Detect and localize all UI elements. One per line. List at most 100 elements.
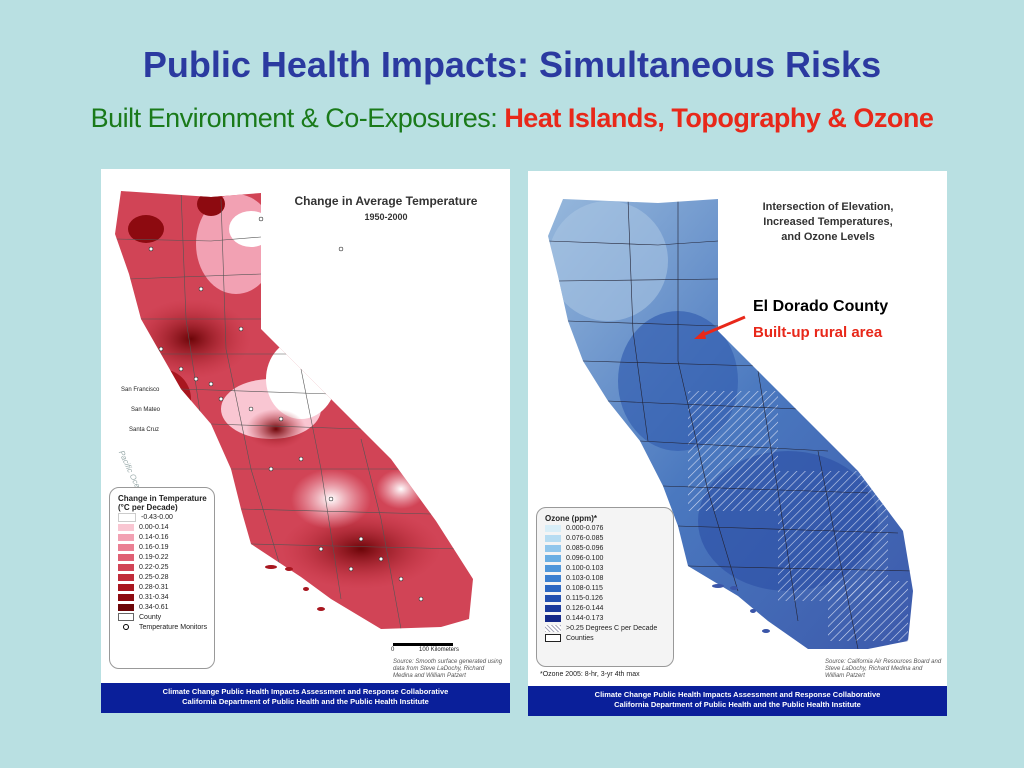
temperature-legend-row: 0.25-0.28	[118, 572, 214, 582]
ozone-county-borders	[548, 199, 913, 649]
ozone-legend-row: 0.100-0.103	[545, 563, 673, 573]
monitor-swatch	[118, 623, 134, 631]
ozone-legend-row: 0.096-0.100	[545, 553, 673, 563]
ozone-map-panel: Intersection of Elevation, Increased Tem…	[528, 171, 947, 716]
right-footer-line1: Climate Change Public Health Impacts Ass…	[594, 690, 881, 699]
el-dorado-arrow	[694, 315, 746, 339]
el-dorado-description: Built-up rural area	[753, 324, 883, 341]
temperature-monitors	[148, 216, 424, 602]
arrow-shaft	[699, 315, 746, 338]
legend-county-label: County	[139, 613, 162, 621]
temperature-legend: Change in Temperature (°C per Decade) -0…	[109, 487, 215, 669]
ozone-legend-row: 0.126-0.144	[545, 603, 673, 613]
temperature-legend-label: 0.28-0.31	[139, 583, 169, 591]
ozone-legend-swatch	[545, 574, 561, 582]
ozone-legend-label: 0.096-0.100	[566, 554, 604, 562]
county-borders	[115, 191, 462, 629]
ozone-legend-label: 0.076-0.085	[566, 534, 604, 542]
legend-county-row: County	[118, 612, 214, 622]
temperature-legend-swatch	[118, 573, 134, 581]
ozone-legend-label: 0.085-0.096	[566, 544, 604, 552]
ozone-legend: Ozone (ppm)* 0.000-0.076 0.076-0.085 0.085…	[536, 507, 674, 667]
legend-hatch-row: >0.25 Degrees C per Decade	[545, 623, 673, 633]
ozone-legend-row: 0.144-0.173	[545, 613, 673, 623]
temperature-legend-label: 0.34-0.61	[139, 603, 169, 611]
left-footer: Climate Change Public Health Impacts Ass…	[101, 683, 510, 713]
slide-subtitle: Built Environment & Co-Exposures: Heat I…	[0, 103, 1024, 134]
ozone-legend-row: 0.108-0.115	[545, 583, 673, 593]
ozone-title-line3: and Ozone Levels	[781, 231, 875, 243]
ozone-title-line2: Increased Temperatures,	[763, 216, 893, 228]
temperature-legend-swatch	[118, 553, 134, 561]
arrow-head	[694, 330, 706, 339]
temperature-map-panel: Change in Average Temperature 1950-2000 …	[101, 169, 510, 713]
ozone-legend-row: 0.076-0.085	[545, 533, 673, 543]
ozone-legend-swatch	[545, 604, 561, 612]
ozone-footnote: *Ozone 2005: 8-hr, 3-yr 4th max	[540, 671, 640, 678]
legend-monitor-label: Temperature Monitors	[139, 623, 208, 631]
temperature-legend-title: Change in Temperature	[118, 494, 207, 503]
temperature-legend-label: 0.14-0.16	[139, 533, 169, 541]
ozone-legend-title: Ozone (ppm)*	[545, 514, 597, 523]
temperature-legend-label: 0.19-0.22	[139, 553, 169, 561]
temperature-legend-label: -0.43-0.00	[141, 513, 173, 521]
temperature-legend-row: 0.14-0.16	[118, 532, 214, 542]
legend-counties-label: Counties	[566, 634, 594, 642]
ozone-legend-row: 0.000-0.076	[545, 523, 673, 533]
ozone-legend-label: 0.103-0.108	[566, 574, 604, 582]
ozone-legend-swatch	[545, 614, 561, 622]
temperature-legend-swatch	[118, 563, 134, 571]
left-footer-line2: California Department of Public Health a…	[182, 697, 429, 706]
ozone-legend-label: 0.144-0.173	[566, 614, 604, 622]
temperature-legend-row: 0.16-0.19	[118, 542, 214, 552]
temperature-legend-label: 0.16-0.19	[139, 543, 169, 551]
right-footer-line2: California Department of Public Health a…	[614, 700, 861, 709]
subtitle-prefix: Built Environment & Co-Exposures:	[90, 103, 505, 133]
hatch-swatch	[545, 624, 561, 632]
temperature-legend-label: 0.25-0.28	[139, 573, 169, 581]
temperature-legend-row: 0.31-0.34	[118, 592, 214, 602]
temperature-map-years: 1950-2000	[364, 212, 408, 222]
scale-zero: 0	[391, 647, 395, 653]
legend-hatch-label: >0.25 Degrees C per Decade	[566, 624, 658, 632]
temperature-legend-swatch	[118, 593, 134, 601]
ozone-legend-row: 0.103-0.108	[545, 573, 673, 583]
counties-swatch	[545, 634, 561, 642]
temperature-legend-swatch	[118, 523, 134, 531]
ozone-legend-swatch	[545, 544, 561, 552]
scale-bar	[393, 643, 453, 646]
ozone-legend-swatch	[545, 564, 561, 572]
place-label-santa-cruz: Santa Cruz	[129, 427, 160, 433]
temperature-legend-swatch	[118, 583, 134, 591]
temperature-legend-row: 0.34-0.61	[118, 602, 214, 612]
channel-islands	[265, 565, 325, 611]
ozone-map-title: Intersection of Elevation, Increased Tem…	[728, 200, 928, 245]
legend-counties-row: Counties	[545, 633, 673, 643]
county-swatch	[118, 613, 134, 621]
ozone-legend-row: 0.085-0.096	[545, 543, 673, 553]
left-footer-line1: Climate Change Public Health Impacts Ass…	[162, 687, 449, 696]
ozone-legend-label: 0.108-0.115	[566, 584, 603, 592]
ozone-legend-swatch	[545, 584, 561, 592]
ozone-legend-swatch	[545, 594, 561, 602]
place-label-san-francisco: San Francisco	[121, 387, 160, 393]
ozone-legend-label: 0.100-0.103	[566, 564, 604, 572]
temperature-legend-row: 0.19-0.22	[118, 552, 214, 562]
temperature-legend-label: 0.31-0.34	[139, 593, 169, 601]
temperature-legend-row: 0.22-0.25	[118, 562, 214, 572]
ozone-legend-row: 0.115-0.126	[545, 593, 673, 603]
temperature-legend-row: 0.00-0.14	[118, 522, 214, 532]
temperature-legend-unit: (°C per Decade)	[118, 503, 178, 512]
el-dorado-label: El Dorado County	[753, 298, 889, 315]
ozone-legend-items: 0.000-0.076 0.076-0.085 0.085-0.096 0.096-0…	[545, 523, 673, 623]
right-footer: Climate Change Public Health Impacts Ass…	[528, 686, 947, 716]
ozone-channel-islands	[712, 584, 770, 633]
scale-label: 100 Kilometers	[419, 647, 460, 653]
temperature-map-source: Source: Smooth surface generated using d…	[393, 659, 503, 679]
temperature-legend-items: -0.43-0.00 0.00-0.14 0.14-0.16 0.16-0.19 0.1…	[118, 512, 214, 612]
temperature-legend-swatch	[118, 512, 136, 522]
legend-monitor-row: Temperature Monitors	[118, 622, 214, 632]
temperature-legend-row: 0.28-0.31	[118, 582, 214, 592]
place-label-san-mateo: San Mateo	[131, 407, 161, 413]
ozone-legend-swatch	[545, 524, 561, 532]
